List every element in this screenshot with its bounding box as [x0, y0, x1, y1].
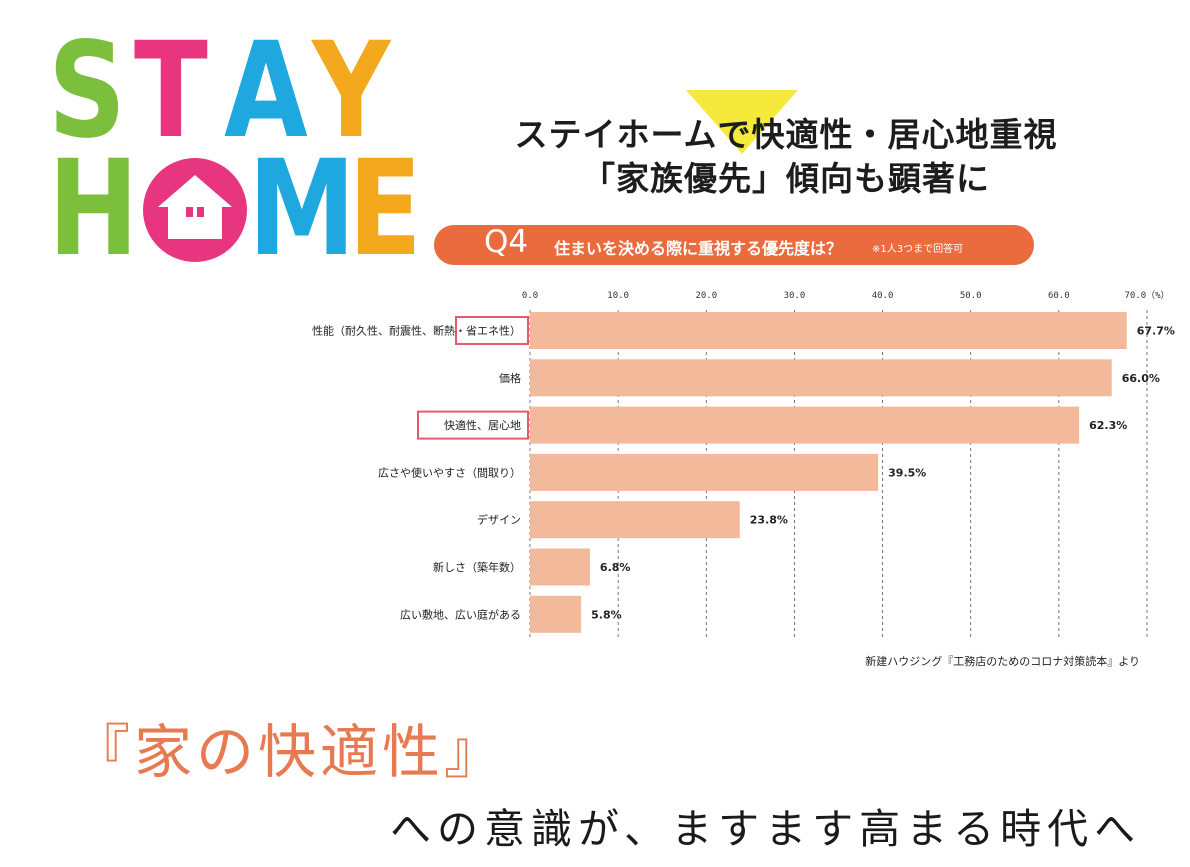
category-label: 性能（耐久性、耐震性、断熱・省エネ性）: [312, 324, 521, 338]
x-tick-label: 60.0: [1048, 291, 1070, 301]
category-label: 快適性、居心地: [444, 418, 521, 432]
highlight-box: [455, 316, 529, 345]
logo-letter-t: T: [134, 14, 208, 168]
category-label: 価格: [499, 371, 521, 385]
x-tick-label: 70.0（%）: [1124, 290, 1169, 301]
question-banner: Q4 住まいを決める際に重視する優先度は？ ※1人3つまで回答可: [434, 224, 1034, 265]
category-label: デザイン: [477, 513, 521, 527]
data-label: 62.3%: [1089, 419, 1127, 432]
footer-title: 『家の快適性』: [72, 718, 507, 786]
logo-letter-h: H: [48, 132, 139, 286]
house-icon: [143, 158, 247, 262]
highlight-box: [417, 410, 529, 440]
x-tick-label: 30.0: [784, 291, 806, 301]
x-tick-label: 0.0: [522, 291, 538, 301]
data-label: 6.8%: [600, 561, 631, 574]
logo-letter-e: E: [348, 132, 422, 286]
data-label: 5.8%: [591, 608, 622, 621]
data-label: 67.7%: [1137, 325, 1175, 338]
logo-letter-s: S: [48, 14, 126, 168]
source-note: 新建ハウジング『工務店のためのコロナ対策読本』より: [865, 655, 1140, 668]
x-tick-label: 50.0: [960, 291, 982, 301]
logo-letter-m: M: [248, 132, 356, 286]
stay-home-logo: S T A Y H O M E: [48, 14, 428, 286]
question-note: ※1人3つまで回答可: [872, 244, 964, 255]
headline: ステイホームで快適性・居心地重視 「家族優先」傾向も顕著に: [436, 88, 1136, 198]
headline-line-2: 「家族優先」傾向も顕著に: [582, 159, 990, 198]
highlight-triangle: [686, 90, 798, 154]
logo-letter-y: Y: [312, 14, 391, 168]
logo-letter-a: A: [224, 14, 308, 168]
data-label: 66.0%: [1122, 372, 1160, 385]
category-label: 新しさ（築年数）: [433, 560, 521, 574]
bar: [530, 359, 1112, 397]
category-label: 広さや使いやすさ（間取り）: [378, 466, 521, 479]
bar: [530, 312, 1127, 349]
data-label: 23.8%: [750, 514, 788, 527]
bar: [530, 406, 1080, 444]
x-tick-label: 10.0: [607, 291, 629, 301]
footer-subtitle: への意識が、ますます高まる時代へ: [390, 805, 1142, 853]
headline-line-1: ステイホームで快適性・居心地重視: [514, 115, 1058, 154]
bar: [530, 595, 582, 633]
bar: [530, 501, 740, 539]
x-tick-label: 20.0: [695, 291, 717, 301]
x-tick-label: 40.0: [872, 291, 894, 301]
data-label: 39.5%: [888, 466, 926, 479]
question-text: 住まいを決める際に重視する優先度は？: [554, 239, 843, 258]
bar: [530, 548, 590, 586]
question-number: Q4: [484, 224, 529, 260]
category-label: 広い敷地、広い庭がある: [400, 607, 521, 621]
bar: [530, 453, 879, 491]
